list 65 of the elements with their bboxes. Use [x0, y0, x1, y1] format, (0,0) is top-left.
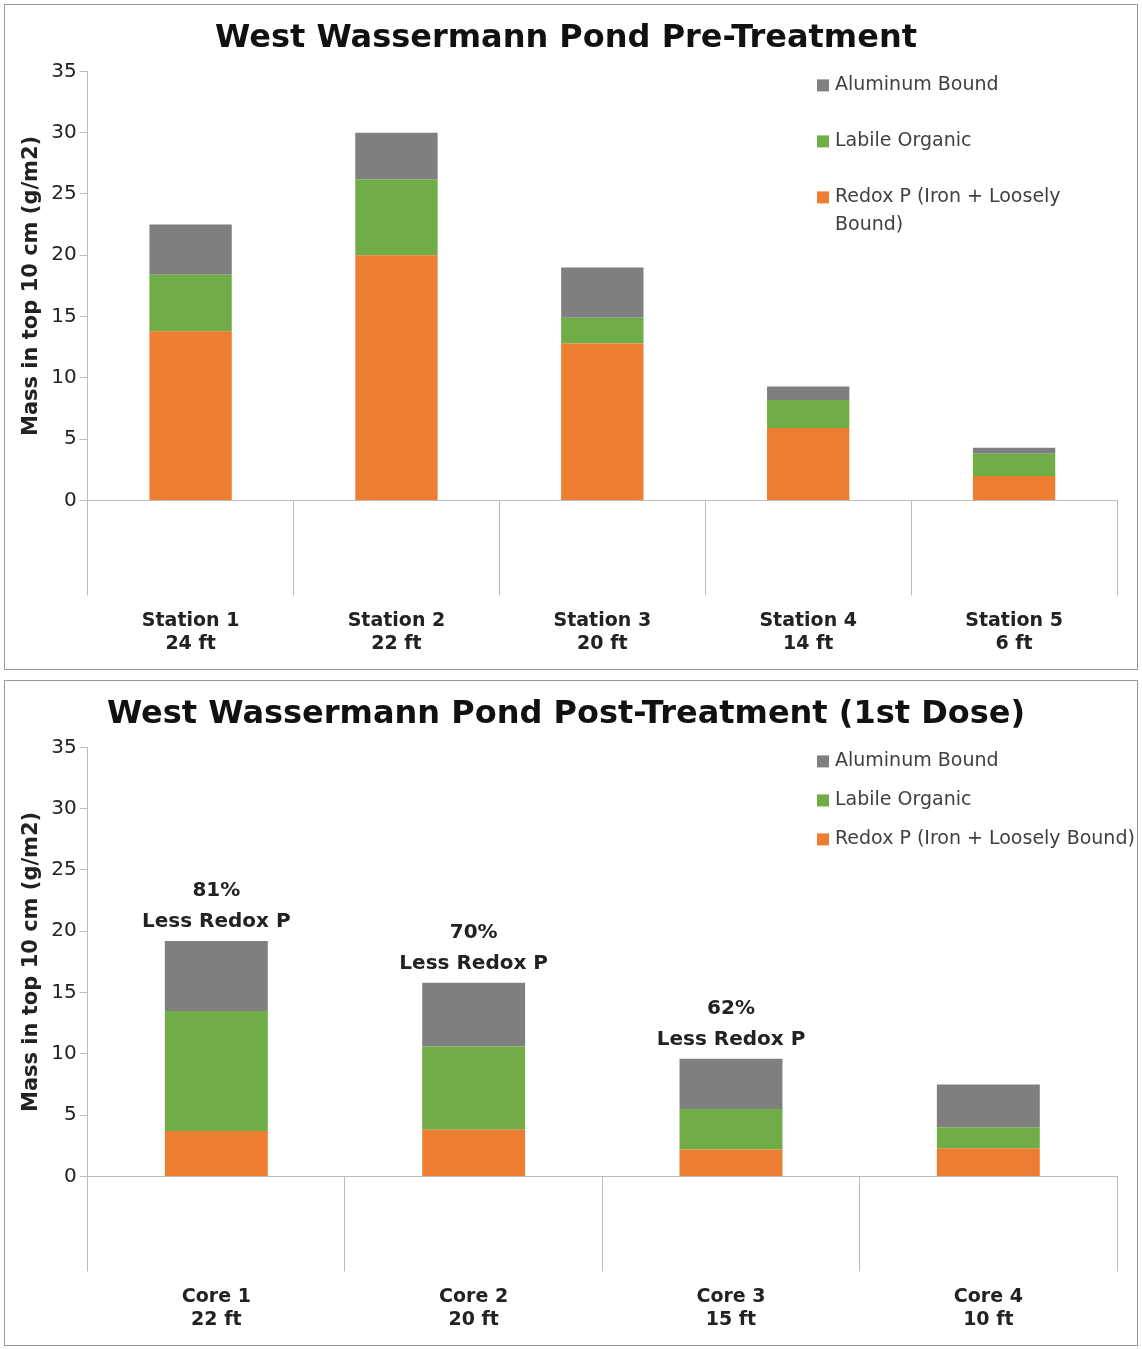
- bar: [679, 1108, 783, 1150]
- bar: [767, 399, 850, 429]
- annotation: 62% Less Redox P: [656, 994, 806, 1050]
- y-tick-label: 20: [51, 917, 77, 942]
- bar: [164, 1131, 268, 1176]
- annotation: 70% Less Redox P: [399, 918, 548, 974]
- bar: [355, 255, 438, 500]
- x-tick-label: Station 5 6 ft: [965, 607, 1063, 653]
- y-tick-label: 20: [51, 241, 77, 266]
- x-tick-label: Station 2 22 ft: [347, 607, 446, 653]
- bar: [422, 1046, 526, 1130]
- legend-label: Redox P (Iron + Loosely Bound): [835, 184, 1061, 235]
- legend-label: Labile Organic: [835, 128, 972, 151]
- bar: [972, 475, 1056, 500]
- x-tick-label: Station 3 20 ft: [553, 607, 652, 653]
- bar: [422, 1129, 526, 1176]
- y-tick-label: 15: [51, 978, 77, 1003]
- y-tick-label: 25: [51, 180, 77, 205]
- bar: [355, 179, 438, 256]
- x-tick-label: Core 2 20 ft: [439, 1283, 509, 1329]
- bar: [561, 267, 644, 318]
- y-tick-label: 25: [51, 856, 77, 881]
- legend-label: Aluminum Bound: [835, 748, 999, 771]
- y-tick-label: 0: [63, 1162, 77, 1187]
- bar: [561, 343, 644, 500]
- annotation: 81% Less Redox P: [142, 877, 291, 933]
- bar: [972, 453, 1056, 476]
- y-axis-title: Mass in top 10 cm (g/m2): [18, 811, 43, 1113]
- chart-title: West Wassermann Pond Post-Treatment (1st Dose): [106, 692, 1026, 731]
- bar: [972, 447, 1056, 454]
- bar: [767, 428, 850, 500]
- bar: [561, 317, 644, 344]
- bar: [422, 982, 526, 1047]
- y-tick-label: 30: [51, 118, 77, 143]
- bar: [936, 1127, 1040, 1149]
- x-tick-label: Station 4 14 ft: [759, 607, 857, 653]
- y-tick-label: 5: [63, 425, 77, 450]
- legend-label: Redox P (Iron + Loosely Bound): [835, 826, 1135, 849]
- bar: [936, 1148, 1040, 1176]
- bar: [164, 941, 268, 1011]
- x-tick-label: Core 1 22 ft: [181, 1283, 251, 1329]
- x-tick-label: Core 4 10 ft: [953, 1283, 1023, 1329]
- legend-label: Labile Organic: [835, 787, 972, 810]
- legend-label: Aluminum Bound: [835, 72, 999, 95]
- bar: [149, 274, 232, 332]
- bar: [149, 224, 232, 275]
- y-axis-title: Mass in top 10 cm (g/m2): [18, 135, 43, 437]
- y-tick-label: 30: [51, 794, 77, 819]
- chart-title: West Wassermann Pond Pre-Treatment: [215, 16, 917, 55]
- y-tick-label: 0: [63, 486, 77, 511]
- y-tick-label: 35: [51, 57, 77, 82]
- bar: [149, 331, 232, 500]
- y-tick-label: 35: [51, 733, 77, 758]
- bar: [679, 1058, 783, 1109]
- x-tick-label: Station 1 24 ft: [141, 607, 240, 653]
- bar: [355, 132, 438, 180]
- bar: [767, 386, 850, 400]
- bar: [164, 1010, 268, 1132]
- bar: [936, 1084, 1040, 1128]
- y-tick-label: 5: [63, 1101, 77, 1126]
- x-tick-label: Core 3 15 ft: [696, 1283, 766, 1329]
- bar: [679, 1149, 783, 1176]
- y-tick-label: 10: [51, 1040, 77, 1065]
- y-tick-label: 15: [51, 302, 77, 327]
- y-tick-label: 10: [51, 364, 77, 389]
